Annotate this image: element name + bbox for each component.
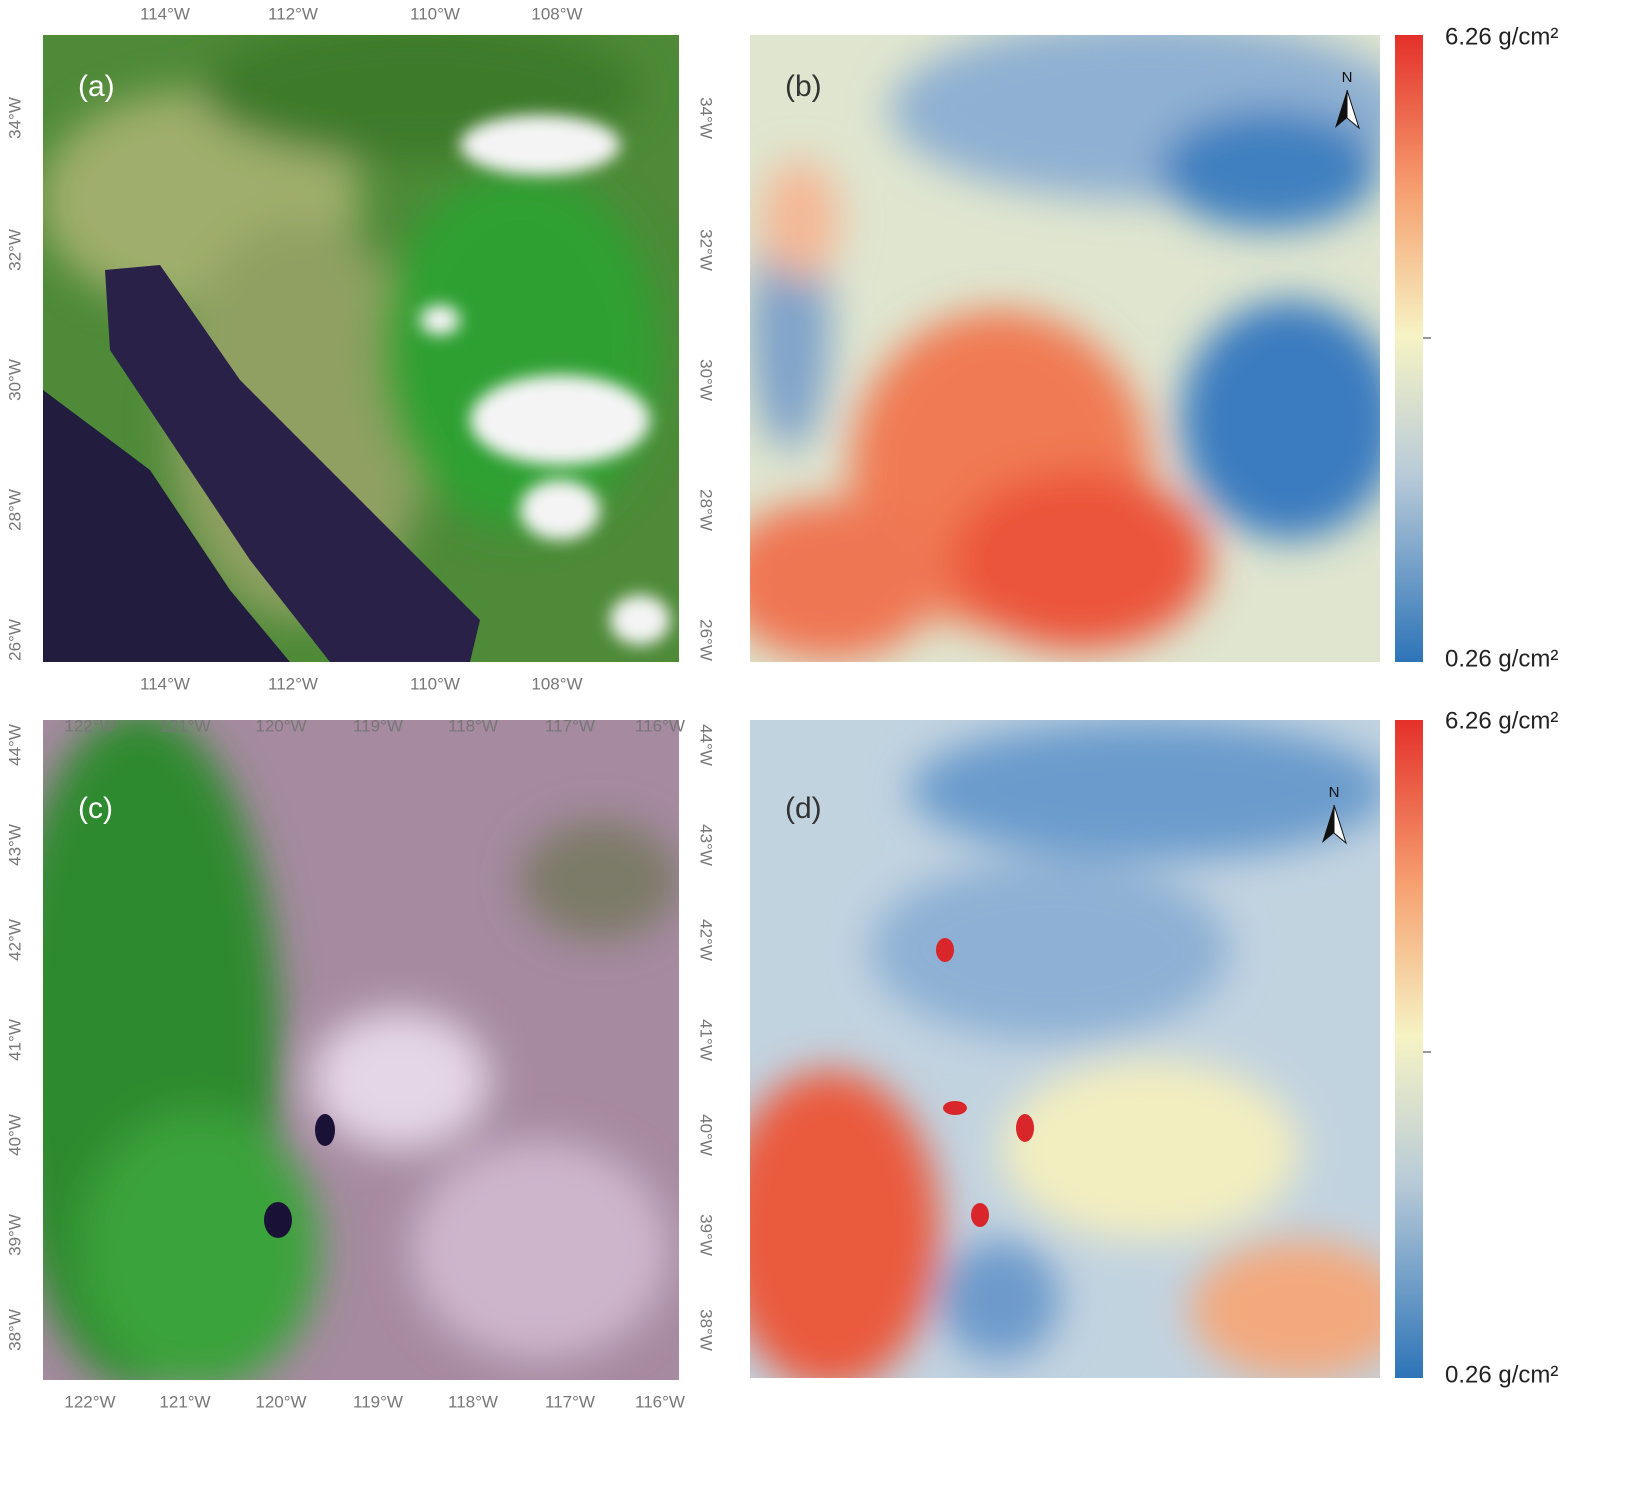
x-tick-label: 119°W xyxy=(353,716,403,735)
y-tick-label: 30°W xyxy=(5,359,24,401)
colorbar-max-label: 6.26 g/cm² xyxy=(1445,707,1558,734)
x-tick-label: 120°W xyxy=(255,716,306,735)
x-tick-label: 117°W xyxy=(545,716,595,735)
y-tick-label: 44°W xyxy=(5,724,24,766)
x-tick-label: 110°W xyxy=(410,4,460,23)
x-tick-label: 121°W xyxy=(159,716,210,735)
x-tick-label: 119°W xyxy=(353,1392,403,1411)
colorbar-max-label: 6.26 g/cm² xyxy=(1445,23,1558,50)
y-tick-label: 26°W xyxy=(697,619,716,661)
x-tick-label: 122°W xyxy=(64,1392,115,1411)
y-tick-label: 43°W xyxy=(697,824,716,866)
y-tick-label: 38°W xyxy=(5,1309,24,1351)
y-tick-label: 34°W xyxy=(697,97,716,139)
x-tick-label: 110°W xyxy=(410,674,460,693)
x-tick-label: 112°W xyxy=(268,4,318,23)
y-tick-label: 40°W xyxy=(697,1114,716,1156)
north-label: N xyxy=(1329,784,1340,801)
north-arrow xyxy=(1335,89,1360,130)
panel-label: (c) xyxy=(78,792,113,825)
y-tick-label: 28°W xyxy=(5,489,24,531)
x-tick-label: 122°W xyxy=(64,716,115,735)
x-tick-label: 116°W xyxy=(635,716,685,735)
y-tick-label: 39°W xyxy=(5,1214,24,1256)
x-tick-label: 114°W xyxy=(140,4,190,23)
y-tick-label: 32°W xyxy=(697,229,716,271)
y-tick-label: 42°W xyxy=(5,919,24,961)
x-tick-label: 117°W xyxy=(545,1392,595,1411)
y-tick-label: 40°W xyxy=(5,1114,24,1156)
north-label: N xyxy=(1342,69,1353,86)
y-tick-label: 28°W xyxy=(697,489,716,531)
y-tick-label: 43°W xyxy=(5,824,24,866)
x-tick-label: 108°W xyxy=(531,4,582,23)
image-b xyxy=(750,35,1380,662)
north-arrow xyxy=(1322,804,1347,845)
x-tick-label: 121°W xyxy=(159,1392,210,1411)
y-tick-label: 34°W xyxy=(5,97,24,139)
y-tick-label: 44°W xyxy=(697,724,716,766)
colorbar-d xyxy=(1395,720,1423,1378)
image-a xyxy=(43,35,679,662)
y-tick-label: 41°W xyxy=(5,1019,24,1061)
x-tick-label: 118°W xyxy=(448,1392,498,1411)
panel-label: (a) xyxy=(78,70,115,103)
colorbar-min-label: 0.26 g/cm² xyxy=(1445,645,1558,672)
y-tick-label: 32°W xyxy=(5,229,24,271)
x-tick-label: 108°W xyxy=(531,674,582,693)
x-tick-label: 116°W xyxy=(635,1392,685,1411)
y-tick-label: 38°W xyxy=(697,1309,716,1351)
x-tick-label: 118°W xyxy=(448,716,498,735)
image-d xyxy=(750,720,1380,1378)
y-tick-label: 26°W xyxy=(5,619,24,661)
panel-label: (d) xyxy=(785,792,822,825)
y-tick-label: 30°W xyxy=(697,359,716,401)
colorbar-min-label: 0.26 g/cm² xyxy=(1445,1361,1558,1388)
image-c xyxy=(43,720,679,1380)
y-tick-label: 42°W xyxy=(697,919,716,961)
x-tick-label: 120°W xyxy=(255,1392,306,1411)
colorbar-b xyxy=(1395,35,1423,662)
panel-label: (b) xyxy=(785,70,822,103)
y-tick-label: 41°W xyxy=(697,1019,716,1061)
y-tick-label: 39°W xyxy=(697,1214,716,1256)
x-tick-label: 114°W xyxy=(140,674,190,693)
x-tick-label: 112°W xyxy=(268,674,318,693)
